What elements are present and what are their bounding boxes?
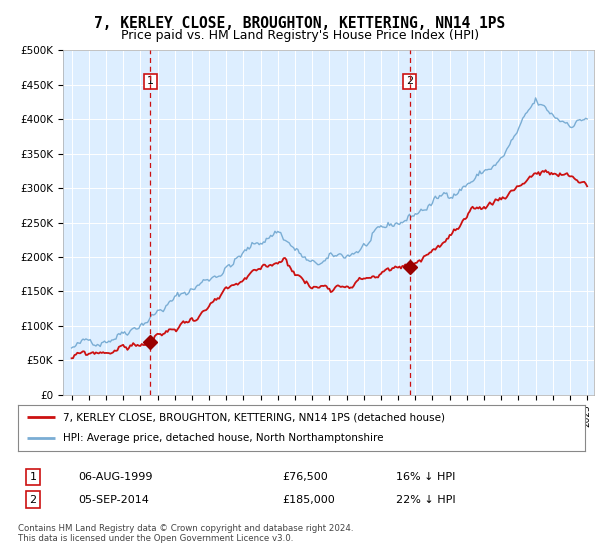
Text: 7, KERLEY CLOSE, BROUGHTON, KETTERING, NN14 1PS: 7, KERLEY CLOSE, BROUGHTON, KETTERING, N… [94,16,506,31]
Text: Contains HM Land Registry data © Crown copyright and database right 2024.
This d: Contains HM Land Registry data © Crown c… [18,524,353,543]
Text: 1: 1 [29,472,37,482]
Text: 06-AUG-1999: 06-AUG-1999 [78,472,152,482]
Text: 7, KERLEY CLOSE, BROUGHTON, KETTERING, NN14 1PS (detached house): 7, KERLEY CLOSE, BROUGHTON, KETTERING, N… [64,412,445,422]
Text: 2: 2 [406,76,413,86]
Text: HPI: Average price, detached house, North Northamptonshire: HPI: Average price, detached house, Nort… [64,433,384,444]
Text: Price paid vs. HM Land Registry's House Price Index (HPI): Price paid vs. HM Land Registry's House … [121,29,479,42]
Text: £76,500: £76,500 [282,472,328,482]
Text: 05-SEP-2014: 05-SEP-2014 [78,494,149,505]
Text: 22% ↓ HPI: 22% ↓ HPI [396,494,455,505]
Text: £185,000: £185,000 [282,494,335,505]
Text: 2: 2 [29,494,37,505]
Text: 16% ↓ HPI: 16% ↓ HPI [396,472,455,482]
Text: 1: 1 [147,76,154,86]
